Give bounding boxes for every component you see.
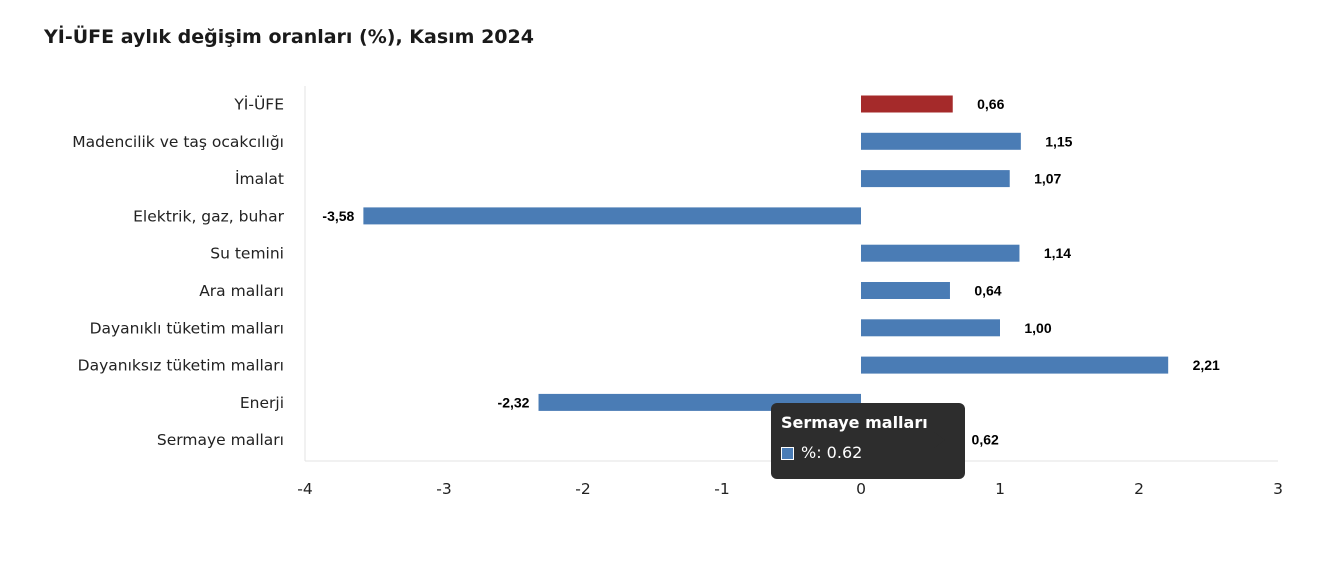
bar[interactable]	[861, 319, 1000, 337]
category-label: Sermaye malları	[157, 431, 284, 449]
category-label: Dayanıklı tüketim malları	[90, 319, 284, 337]
bars-layer	[363, 95, 1169, 449]
data-label: 2,21	[1193, 357, 1220, 373]
category-label: Dayanıksız tüketim malları	[78, 357, 284, 375]
bar[interactable]	[861, 356, 1169, 374]
category-label: Enerji	[240, 394, 284, 412]
data-label: 1,07	[1034, 171, 1061, 187]
category-label: Madencilik ve taş ocakcılığı	[72, 133, 284, 151]
data-label: -3,58	[322, 208, 354, 224]
data-label: -2,32	[498, 394, 530, 410]
category-label: Su temini	[210, 245, 284, 263]
data-label: 0,64	[974, 283, 1001, 299]
x-tick-label: 3	[1273, 480, 1283, 498]
tooltip-title: Sermaye malları	[781, 413, 928, 432]
data-label: 1,15	[1045, 133, 1072, 149]
category-label: Yİ-ÜFE	[233, 95, 284, 114]
bar[interactable]	[861, 170, 1010, 188]
category-labels: Yİ-ÜFE Madencilik ve taş ocakcılığı İmalat…	[72, 95, 284, 450]
x-tick-label: -2	[575, 480, 590, 498]
bar[interactable]	[363, 207, 861, 225]
data-label: 1,00	[1024, 320, 1051, 336]
data-labels: 0,66 1,15 1,07 -3,58 1,14 0,64 1,00 2,21 -2,32 0,…	[322, 96, 1220, 448]
category-label: İmalat	[235, 169, 284, 188]
x-tick-label: 2	[1134, 480, 1144, 498]
category-label: Ara malları	[199, 282, 284, 300]
tooltip-pointer	[934, 432, 945, 448]
x-tick-label: 0	[856, 480, 866, 498]
bar[interactable]	[861, 132, 1021, 150]
tooltip-value: %: 0.62	[801, 443, 863, 462]
chart-title: Yİ-ÜFE aylık değişim oranları (%), Kasım…	[44, 26, 534, 48]
data-label: 1,14	[1044, 245, 1071, 261]
tooltip: Sermaye malları %: 0.62	[771, 403, 965, 479]
bar[interactable]	[861, 95, 953, 113]
bar[interactable]	[861, 244, 1020, 262]
data-label: 0,62	[972, 432, 999, 448]
tooltip-row: %: 0.62	[781, 443, 955, 463]
x-tick-label: -3	[436, 480, 451, 498]
x-tick-label: -1	[714, 480, 729, 498]
bar[interactable]	[861, 282, 950, 299]
category-label: Elektrik, gaz, buhar	[133, 207, 285, 225]
data-label: 0,66	[977, 96, 1004, 112]
x-tick-labels: -4 -3 -2 -1 0 1 2 3	[297, 480, 1283, 498]
tooltip-swatch	[781, 446, 794, 460]
x-tick-label: 1	[995, 480, 1005, 498]
x-tick-label: -4	[297, 480, 312, 498]
